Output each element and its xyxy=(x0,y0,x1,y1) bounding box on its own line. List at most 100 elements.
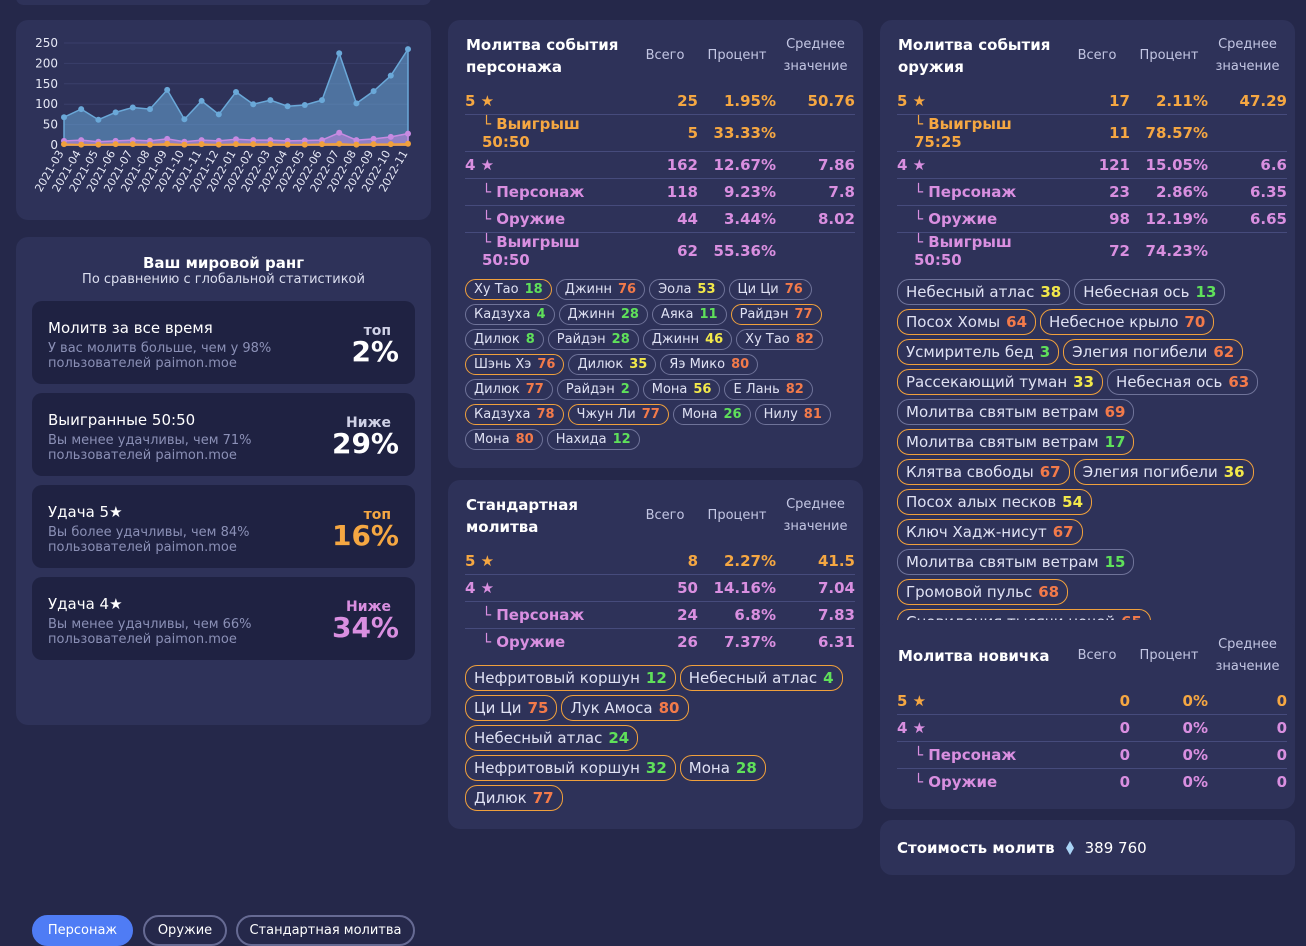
tag-count: 82 xyxy=(785,382,804,397)
row-average: 0 xyxy=(1276,692,1287,710)
row-label: └ Выигрыш 50:50 xyxy=(897,232,1064,269)
stat-badge: топ xyxy=(363,507,391,523)
point xyxy=(112,141,119,148)
stat-row: └ Персонаж 118 9.23% 7.8 xyxy=(465,178,855,206)
stat-row: └ Персонаж 0 0% 0 xyxy=(897,741,1287,769)
pull-tag: Небесное крыло 70 xyxy=(1040,309,1215,335)
point xyxy=(78,137,85,144)
pull-tag: Райдэн 77 xyxy=(730,304,822,325)
row-percent: 55.36% xyxy=(698,232,776,269)
pull-tag: Нахида 12 xyxy=(546,429,640,450)
y-tick-label: 150 xyxy=(35,77,58,91)
point xyxy=(353,141,360,148)
row-total: 23 xyxy=(1064,178,1130,206)
cut-card xyxy=(16,0,431,5)
point xyxy=(61,114,67,121)
pull-tag: Усмиритель бед 3 xyxy=(897,339,1060,365)
tab-button[interactable]: Персонаж xyxy=(32,915,133,946)
row-label: └ Оружие xyxy=(897,768,1064,795)
stat-row: 5 ★ 17 2.11% 47.29 xyxy=(897,88,1287,115)
column-header: Всего xyxy=(645,48,685,63)
row-percent: 12.19% xyxy=(1130,205,1208,233)
tag-name: Райдэн xyxy=(739,307,789,322)
stat-badge: топ xyxy=(363,323,391,339)
tag-count: 77 xyxy=(794,307,813,322)
pull-tag: Райдэн 28 xyxy=(547,329,639,350)
row-label: └ Оружие xyxy=(897,205,1064,233)
stat-badge: Ниже xyxy=(346,415,391,431)
tag-count: 76 xyxy=(784,282,803,297)
tag-count: 24 xyxy=(608,729,630,747)
tag-count: 33 xyxy=(1073,373,1095,391)
row-label: 5 ★ xyxy=(465,552,495,570)
pull-tag: Мона 56 xyxy=(642,379,721,400)
row-label: 4 ★ xyxy=(465,151,632,179)
tag-count: 26 xyxy=(723,407,742,422)
table-body: 5 ★ 17 2.11% 47.29 └ Выигрыш 75:25 11 78.57% 4 … xyxy=(897,88,1287,269)
tag-count: 4 xyxy=(823,669,834,687)
point xyxy=(370,135,377,142)
point xyxy=(78,106,85,113)
stat-title: Удача 4★ xyxy=(48,595,123,613)
tag-name: Посох Хомы xyxy=(906,313,1001,331)
row-label: └ Персонаж xyxy=(465,601,632,629)
y-tick-label: 100 xyxy=(35,97,58,111)
stat-row: └ Выигрыш 75:25 11 78.57% xyxy=(897,114,1287,152)
pull-tag: Элегия погибели 62 xyxy=(1063,339,1244,365)
pull-tag: Ху Тао 18 xyxy=(465,279,552,300)
point xyxy=(387,141,394,148)
tag-count: 4 xyxy=(536,307,546,322)
stat-row: 5 ★ 25 1.95% 50.76 xyxy=(465,88,855,115)
stat-description: У вас молитв больше, чем у 98% пользоват… xyxy=(48,341,272,371)
stat-row: 5 ★ 8 2.27% 41.5 xyxy=(465,548,855,575)
stat-row: └ Оружие 26 7.37% 6.31 xyxy=(465,628,855,655)
row-total: 26 xyxy=(632,628,698,655)
banner-card: Молитва события персонажа Всего Процент Сре… xyxy=(448,20,863,468)
row-average xyxy=(1208,232,1287,269)
pull-tag: Небесный атлас 24 xyxy=(465,725,639,751)
stat-row: 4 ★ 121 15.05% 6.6 xyxy=(897,151,1287,179)
tag-name: Небесный атлас xyxy=(688,669,818,687)
tag-name: Усмиритель бед xyxy=(906,343,1034,361)
pull-tag: Ху Тао 82 xyxy=(736,329,823,350)
rank-stat: Молитв за все время У вас молитв больше, … xyxy=(32,301,415,384)
stat-row: └ Оружие 44 3.44% 8.02 xyxy=(465,205,855,233)
point xyxy=(353,100,360,107)
row-total: 98 xyxy=(1064,205,1130,233)
pull-tag: Дилюк 8 xyxy=(465,329,544,350)
stat-value: 34% xyxy=(331,611,399,644)
tag-count: 81 xyxy=(803,407,822,422)
stat-value: 2% xyxy=(351,335,399,368)
stat-value: 16% xyxy=(331,519,399,552)
banner-title: Молитва события персонажа xyxy=(466,36,619,76)
stat-badge: Ниже xyxy=(346,599,391,615)
tab-button[interactable]: Оружие xyxy=(143,915,227,946)
tag-name: Яэ Мико xyxy=(669,357,726,372)
tag-name: Ху Тао xyxy=(745,332,790,347)
row-percent: 2.11% xyxy=(1155,92,1208,110)
column-header: Среднее значение xyxy=(1215,37,1280,74)
row-percent: 0% xyxy=(1130,768,1208,795)
row-percent: 78.57% xyxy=(1130,114,1208,152)
row-total: 17 xyxy=(1109,92,1130,110)
point xyxy=(78,141,85,148)
cost-value: 389 760 xyxy=(1084,838,1147,857)
stat-row: 4 ★ 50 14.16% 7.04 xyxy=(465,574,855,602)
tag-count: 32 xyxy=(645,759,667,777)
pull-tag: Элегия погибели 36 xyxy=(1073,459,1254,485)
cost-card: Стоимость молитв 389 760 xyxy=(880,820,1295,875)
column-header: Среднее значение xyxy=(1215,637,1280,674)
header-row: Молитва события оружия Всего Процент Средне… xyxy=(897,24,1287,88)
pull-tag: Нефритовый коршун 12 xyxy=(465,665,676,691)
column-header: Всего xyxy=(645,508,685,523)
row-label: └ Выигрыш 50:50 xyxy=(465,232,632,269)
row-average: 6.35 xyxy=(1208,178,1287,206)
rank-title: Ваш мировой ранг xyxy=(142,254,305,272)
row-average: 47.29 xyxy=(1239,92,1287,110)
tab-button[interactable]: Стандартная молитва xyxy=(236,915,415,946)
stat-title: Выигранные 50:50 xyxy=(48,411,196,429)
row-label: 4 ★ xyxy=(465,574,632,602)
rank-card: Ваш мировой ранг По сравнению с глобальн… xyxy=(16,237,431,946)
tag-name: Дилюк xyxy=(474,332,520,347)
stat-description: Вы менее удачливы, чем 66% пользователей… xyxy=(48,617,252,647)
